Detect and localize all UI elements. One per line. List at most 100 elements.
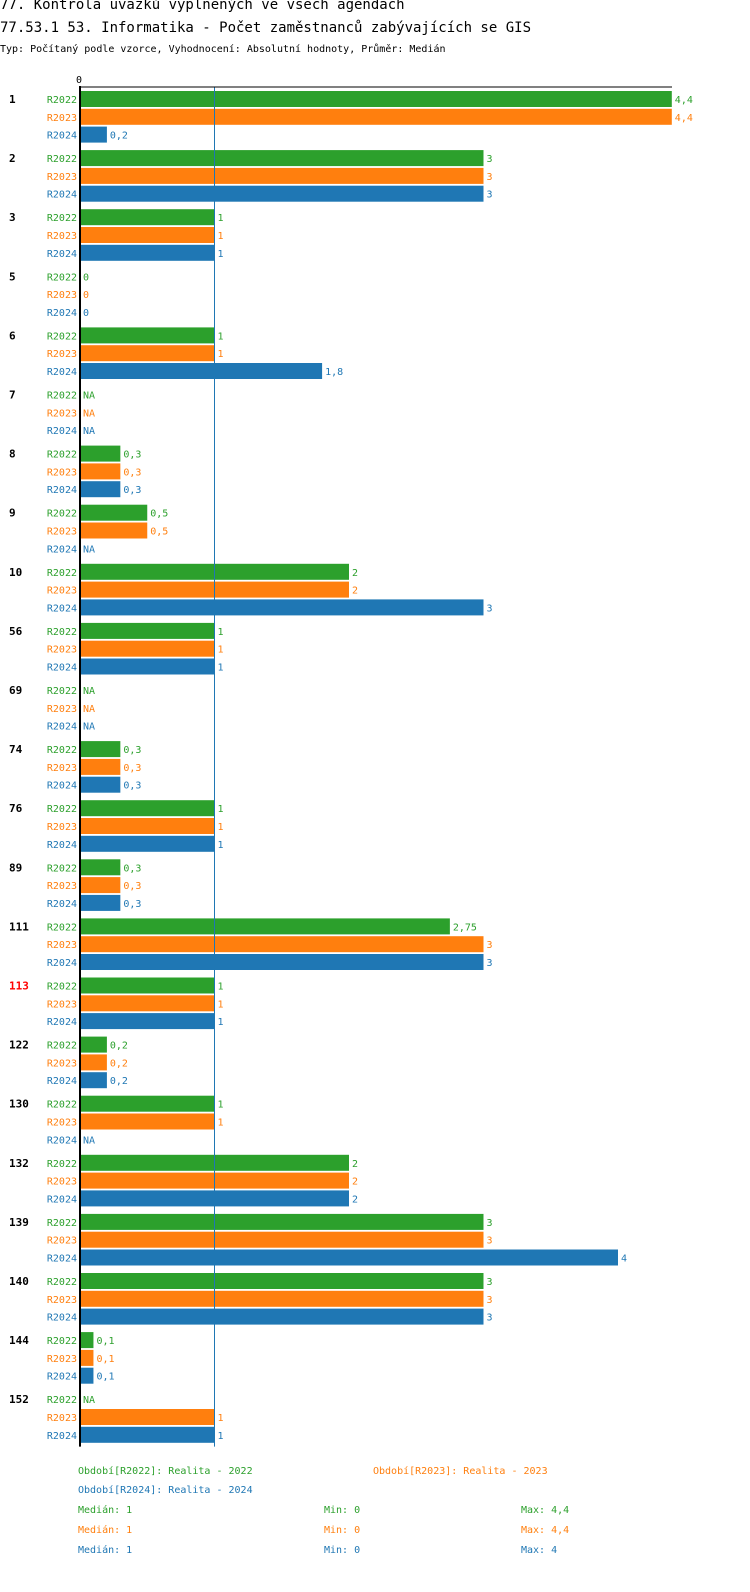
series-label: R2022 — [47, 450, 77, 461]
bar — [80, 227, 215, 243]
value-label: 1 — [218, 822, 224, 833]
bar — [80, 345, 215, 362]
category-label: 69 — [9, 684, 22, 697]
series-label: R2023 — [47, 763, 77, 774]
series-label: R2024 — [47, 1254, 77, 1265]
series-label: R2023 — [47, 349, 77, 360]
series-label: R2022 — [47, 391, 77, 402]
series-label: R2023 — [47, 1236, 77, 1247]
value-label: 0,3 — [123, 781, 141, 792]
series-label: R2023 — [47, 408, 77, 419]
series-label: R2024 — [47, 1076, 77, 1087]
value-label: 3 — [487, 1236, 493, 1247]
series-label: R2023 — [47, 113, 77, 124]
category-label: 9 — [9, 507, 16, 520]
category-label: 6 — [9, 329, 16, 342]
bar — [80, 658, 215, 675]
series-label: R2023 — [47, 172, 77, 183]
value-label: 1 — [218, 331, 224, 342]
value-label: 0,3 — [123, 745, 141, 756]
series-label: R2024 — [47, 249, 77, 260]
series-label: R2022 — [47, 331, 77, 342]
legend-min-r2024: Min: 0 — [324, 1545, 361, 1556]
bar — [80, 185, 484, 202]
value-label: 2,75 — [453, 922, 477, 933]
value-label: 0,3 — [123, 467, 141, 478]
bar — [80, 1095, 215, 1112]
legend-max-r2022: Max: 4,4 — [521, 1505, 570, 1516]
value-label: 1,8 — [325, 367, 343, 378]
bar — [80, 818, 215, 834]
category-label: 56 — [9, 625, 23, 638]
bar — [80, 1409, 215, 1425]
value-label: NA — [83, 722, 95, 733]
chart-info: Typ: Počítaný podle vzorce, Vyhodnocení:… — [0, 44, 446, 55]
value-label: NA — [83, 1395, 95, 1406]
bar — [80, 977, 215, 994]
series-label: R2023 — [47, 881, 77, 892]
bar — [80, 1036, 107, 1053]
value-label: 0,2 — [110, 1041, 128, 1052]
value-label: 3 — [487, 190, 493, 201]
category-label: 5 — [9, 270, 16, 283]
bar — [80, 1213, 484, 1230]
value-label: 0,1 — [96, 1354, 114, 1365]
legend-min-r2022: Min: 0 — [324, 1505, 361, 1516]
value-label: 1 — [218, 1118, 224, 1129]
value-label: 0,3 — [123, 899, 141, 910]
value-label: 0,3 — [123, 881, 141, 892]
bar — [80, 1367, 94, 1384]
bar — [80, 1349, 94, 1366]
series-label: R2023 — [47, 645, 77, 656]
value-label: 4 — [621, 1254, 627, 1265]
value-label: 0,3 — [123, 863, 141, 874]
value-label: NA — [83, 408, 95, 419]
series-label: R2024 — [47, 603, 77, 614]
value-label: 3 — [487, 154, 493, 165]
value-label: 1 — [218, 645, 224, 656]
axis-zero-label: 0 — [76, 75, 82, 86]
series-label: R2022 — [47, 863, 77, 874]
bar — [80, 1054, 107, 1071]
value-label: NA — [83, 426, 95, 437]
series-label: R2024 — [47, 1194, 77, 1205]
bar — [80, 894, 121, 911]
series-label: R2022 — [47, 627, 77, 638]
series-label: R2023 — [47, 1413, 77, 1424]
series-label: R2024 — [47, 1372, 77, 1383]
value-label: 1 — [218, 1017, 224, 1028]
category-label: 76 — [9, 802, 23, 815]
value-label: 1 — [218, 231, 224, 242]
bar-chart: 0 1 R2022 4,4 R2023 4,4 R2024 0,2 2 R2022 3 R2023 3 R… — [9, 75, 693, 1447]
bar — [80, 91, 672, 107]
series-label: R2023 — [47, 1295, 77, 1306]
legend-median-r2022: Medián: 1 — [78, 1505, 133, 1516]
series-label: R2023 — [47, 467, 77, 478]
series-label: R2024 — [47, 367, 77, 378]
bar — [80, 877, 121, 894]
category-label: 111 — [9, 920, 29, 933]
series-label: R2022 — [47, 1277, 77, 1288]
series-label: R2022 — [47, 1159, 77, 1170]
series-label: R2022 — [47, 745, 77, 756]
category-label: 1 — [9, 93, 16, 106]
series-label: R2024 — [47, 131, 77, 142]
bar — [80, 1249, 618, 1266]
series-label: R2023 — [47, 527, 77, 538]
series-label: R2023 — [47, 586, 77, 597]
value-label: NA — [83, 704, 95, 715]
bar — [80, 481, 121, 498]
value-label: 2 — [352, 568, 358, 579]
series-label: R2022 — [47, 1336, 77, 1347]
value-label: 3 — [487, 940, 493, 951]
bar — [80, 741, 121, 758]
value-label: 1 — [218, 804, 224, 815]
value-label: 4,4 — [675, 113, 693, 124]
value-label: 3 — [487, 1277, 493, 1288]
series-label: R2023 — [47, 290, 77, 301]
value-label: 1 — [218, 999, 224, 1010]
series-label: R2022 — [47, 804, 77, 815]
legend-period-r2024: Období[R2024]: Realita - 2024 — [78, 1485, 253, 1496]
category-label: 7 — [9, 389, 16, 402]
